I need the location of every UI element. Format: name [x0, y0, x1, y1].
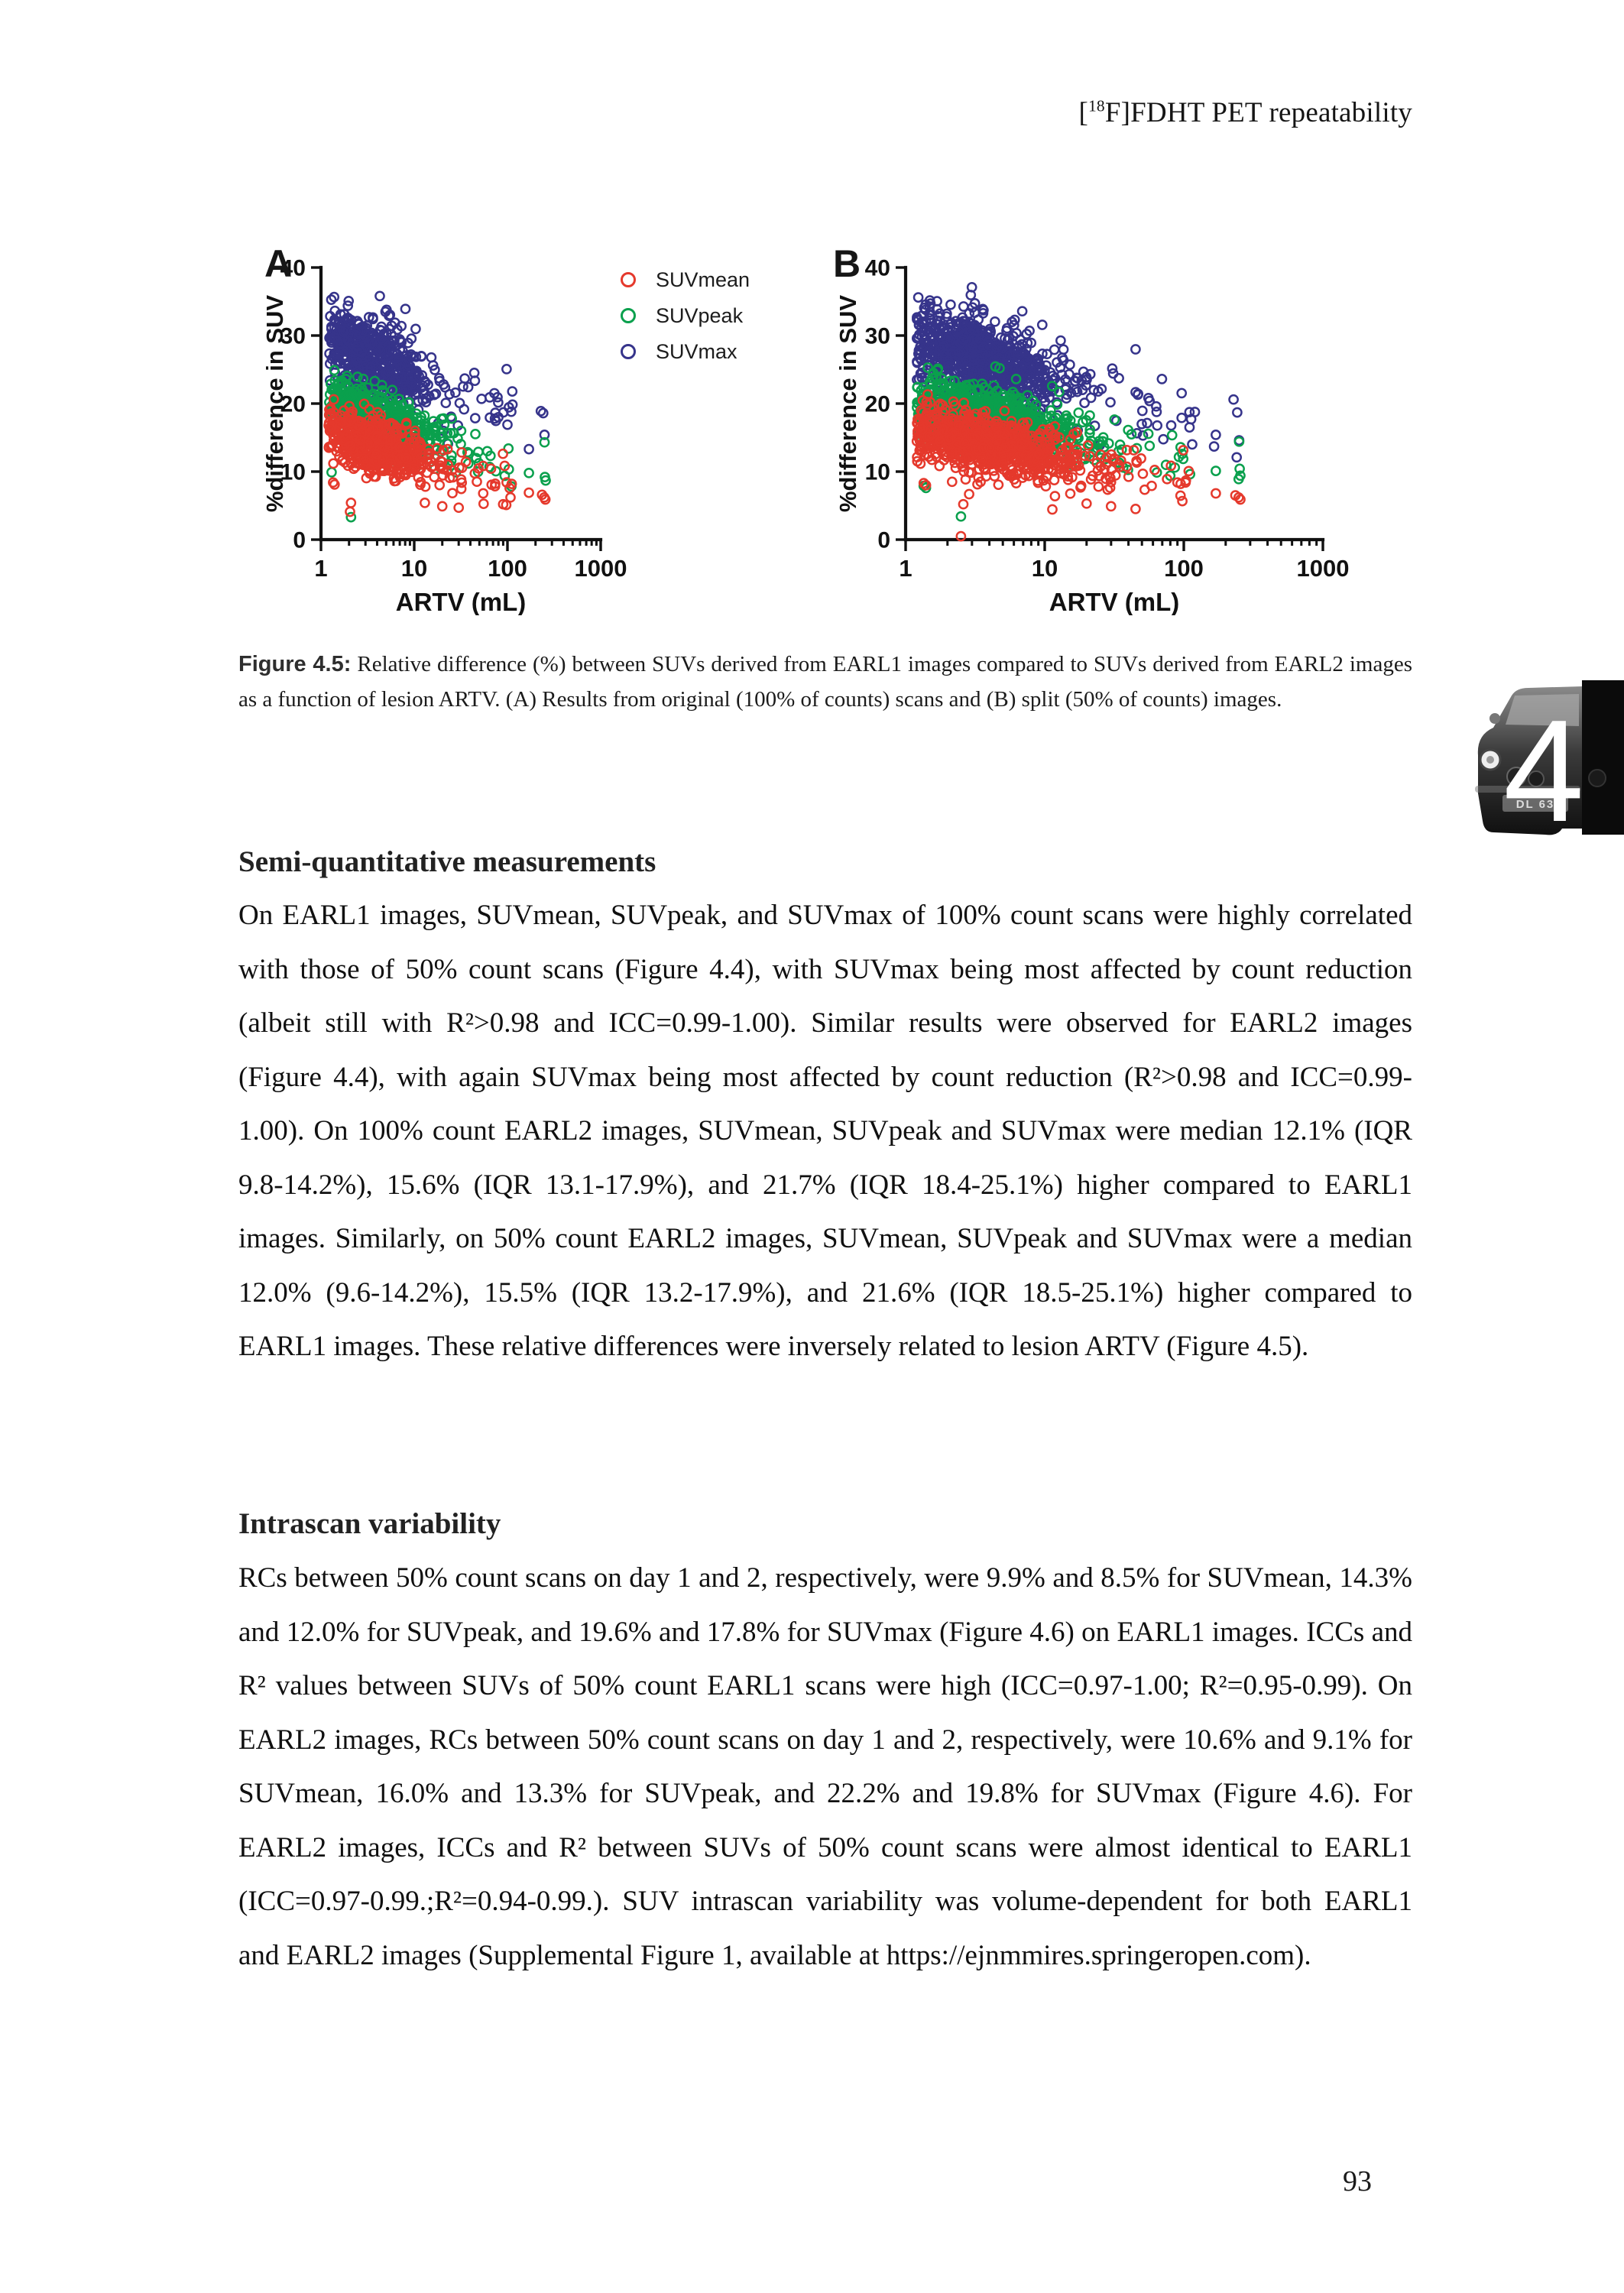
- car-mirror: [1489, 713, 1500, 724]
- section-body-intrascan: RCs between 50% count scans on day 1 and…: [238, 1562, 1412, 1971]
- car-grille-light-shadow: [1588, 769, 1606, 787]
- chart-panel-a: 0 10 20 30 40 1 10 100 1000 SUVmean SUVpeak SUVmax A…: [261, 242, 750, 615]
- legend-marker-SUVpeak: [621, 308, 636, 323]
- svg-text:10: 10: [280, 460, 306, 485]
- legend-marker-SUVmean: [621, 272, 636, 287]
- svg-text:40: 40: [865, 256, 890, 281]
- svg-text:1: 1: [899, 555, 912, 582]
- scatter-points-SUVmean: [911, 389, 1246, 542]
- x-axis-ticks: 1 10 100 1000: [899, 540, 1349, 582]
- car-license-plate: [1502, 795, 1568, 812]
- header-isotope-superscript: 18: [1088, 96, 1105, 115]
- svg-text:1: 1: [314, 555, 327, 582]
- y-axis-ticks: 0 10 20 30 40: [865, 256, 906, 553]
- legend-label-SUVmax: SUVmax: [656, 340, 737, 363]
- header-title-prefix: [: [1078, 97, 1088, 128]
- legend-label-SUVpeak: SUVpeak: [656, 304, 744, 327]
- chapter-number: 4: [1503, 690, 1584, 841]
- legend: SUVmean SUVpeak SUVmax: [621, 268, 750, 363]
- chapter-black-band: [1582, 680, 1624, 835]
- x-axis-title: ARTV (mL): [396, 588, 526, 615]
- chapter-car-image: DL 63 4: [1475, 680, 1624, 852]
- svg-text:10: 10: [865, 460, 890, 485]
- header-title-suffix: F]FDHT PET repeatability: [1104, 97, 1412, 128]
- chart-panel-b: 0 10 20 30 40 1 10 100 1000 B %difference in SUV AR…: [833, 242, 1349, 615]
- panel-label-B: B: [833, 242, 861, 285]
- scatter-points-SUVmean: [323, 394, 551, 517]
- legend-label-SUVmean: SUVmean: [656, 268, 750, 291]
- svg-text:100: 100: [1164, 555, 1204, 582]
- section-heading-semi-quantitative: Semi-quantitative measurements: [238, 845, 656, 878]
- x-axis-ticks: 1 10 100 1000: [314, 540, 627, 582]
- svg-text:40: 40: [280, 256, 306, 281]
- svg-text:20: 20: [865, 392, 890, 417]
- y-axis-title: %difference in SUV: [261, 295, 288, 513]
- svg-text:20: 20: [280, 392, 306, 417]
- figure-caption-label: Figure 4.5:: [238, 652, 352, 676]
- y-axis-ticks: 0 10 20 30 40: [280, 256, 321, 553]
- figure-caption: Figure 4.5: Relative difference (%) betw…: [238, 647, 1412, 717]
- car-bumper: [1475, 786, 1580, 793]
- section-body-semi-quantitative: On EARL1 images, SUVmean, SUVpeak, and S…: [238, 900, 1412, 1362]
- running-header: [18F]FDHT PET repeatability: [238, 96, 1412, 129]
- car-license-plate-text: DL 63: [1516, 798, 1555, 811]
- svg-text:30: 30: [865, 324, 890, 349]
- svg-text:30: 30: [280, 324, 306, 349]
- figure-caption-text: Relative difference (%) between SUVs der…: [238, 652, 1412, 712]
- svg-text:10: 10: [1032, 555, 1058, 582]
- y-axis-title: %difference in SUV: [835, 295, 861, 513]
- svg-text:100: 100: [488, 555, 527, 582]
- car-headlight-center: [1486, 756, 1494, 764]
- svg-text:0: 0: [877, 528, 890, 553]
- section-heading-intrascan: Intrascan variability: [238, 1507, 501, 1540]
- legend-marker-SUVmax: [621, 344, 636, 359]
- car-windshield: [1506, 694, 1579, 726]
- svg-text:1000: 1000: [1297, 555, 1350, 582]
- svg-text:0: 0: [293, 528, 306, 553]
- svg-text:10: 10: [401, 555, 427, 582]
- svg-text:1000: 1000: [575, 555, 627, 582]
- figure-4-5: 0 10 20 30 40 1 10 100 1000 SUVmean SUVpeak SUVmax A…: [0, 229, 1624, 615]
- chapter-marker: DL 63 4: [1467, 679, 1624, 852]
- page-number: 93: [1343, 2165, 1372, 2197]
- panel-label-A: A: [264, 242, 292, 285]
- x-axis-title: ARTV (mL): [1049, 588, 1179, 615]
